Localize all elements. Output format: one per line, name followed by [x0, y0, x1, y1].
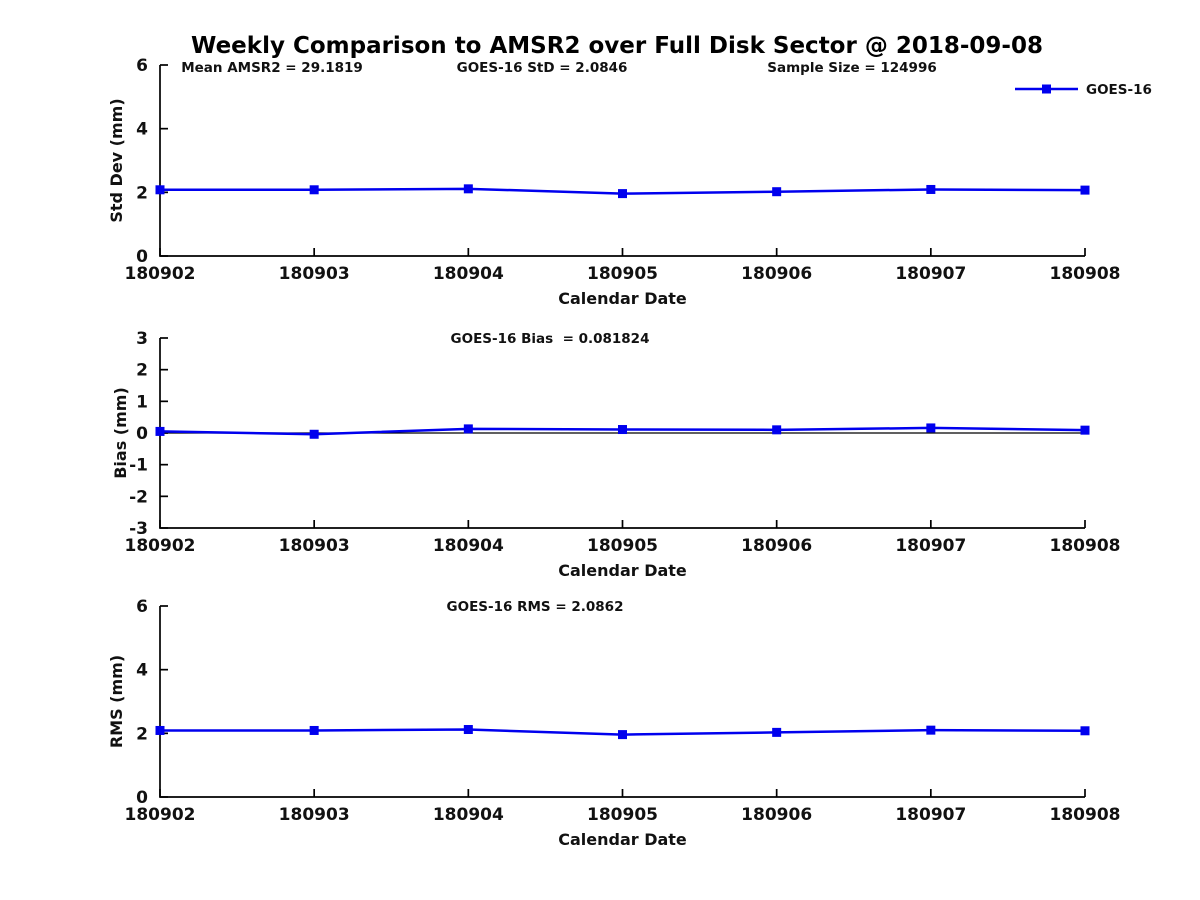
y-tick-label: 2 [136, 724, 148, 744]
data-point-marker [618, 189, 627, 199]
data-point-marker [463, 725, 473, 735]
axes [159, 606, 1085, 798]
x-tick-label: 180904 [433, 536, 504, 556]
data-point-marker [463, 184, 473, 194]
subplots-group: 0 2 4 6 180902 180903 180904 180905 180906 180907… [107, 56, 1152, 849]
y-tick-label: 0 [136, 788, 148, 808]
y-tick-label: 3 [136, 329, 148, 349]
y-tick-label: -2 [129, 487, 148, 507]
data-point-marker [1080, 726, 1090, 736]
x-tick-label: 180906 [741, 536, 812, 556]
data-point-marker [309, 725, 319, 735]
subplot-bias-mm-: -3 -2 -1 0 1 2 3 180902 180903 180904 180905 180906… [111, 329, 1120, 580]
x-tick-label: 180907 [895, 536, 966, 556]
y-tick-label: 2 [136, 183, 148, 203]
data-point-marker [618, 730, 627, 740]
data-point-marker [926, 423, 936, 433]
x-tick-label: 180907 [895, 805, 966, 825]
y-tick-label: 6 [136, 597, 148, 617]
data-point-marker [772, 727, 782, 737]
annotation-text: GOES-16 Bias = 0.081824 [451, 331, 650, 347]
y-axis-label: Bias (mm) [111, 387, 130, 479]
data-point-marker [618, 425, 627, 435]
x-tick-label: 180907 [895, 264, 966, 284]
x-tick-label: 180903 [279, 536, 350, 556]
subplot-std-dev-mm-: 0 2 4 6 180902 180903 180904 180905 180906 180907… [107, 56, 1152, 308]
axes [159, 65, 1085, 257]
x-tick-label: 180904 [433, 264, 504, 284]
y-tick-label: -1 [129, 456, 148, 476]
x-tick-label: 180903 [279, 264, 350, 284]
y-tick-label: 4 [136, 120, 148, 140]
x-tick-label: 180904 [433, 805, 504, 825]
y-axis-label: RMS (mm) [107, 655, 126, 748]
x-tick-label: 180906 [741, 805, 812, 825]
data-point-marker [772, 425, 782, 435]
x-tick-label: 180908 [1050, 264, 1121, 284]
annotation-text: Mean AMSR2 = 29.1819 [181, 60, 363, 76]
x-tick-label: 180905 [587, 536, 658, 556]
x-tick-label: 180903 [279, 805, 350, 825]
annotation-text: Sample Size = 124996 [767, 60, 936, 76]
x-tick-label: 180905 [587, 264, 658, 284]
y-tick-label: 0 [136, 424, 148, 444]
x-tick-label: 180905 [587, 805, 658, 825]
subplot-rms-mm-: 0 2 4 6 180902 180903 180904 180905 180906 180907… [107, 597, 1120, 849]
y-tick-label: 4 [136, 661, 148, 681]
annotation-text: GOES-16 StD = 2.0846 [457, 60, 628, 76]
x-tick-label: 180908 [1050, 536, 1121, 556]
figure-title: Weekly Comparison to AMSR2 over Full Dis… [191, 33, 1043, 59]
y-tick-label: 6 [136, 56, 148, 76]
data-point-marker [155, 426, 165, 436]
data-point-marker [926, 725, 936, 735]
legend: GOES-16 [1015, 82, 1152, 98]
data-point-marker [155, 185, 165, 195]
x-axis-label: Calendar Date [558, 830, 687, 849]
y-tick-label: -3 [129, 519, 148, 539]
data-point-marker [926, 184, 936, 194]
y-axis-label: Std Dev (mm) [107, 98, 126, 222]
x-tick-label: 180902 [125, 536, 196, 556]
y-tick-label: 1 [136, 392, 148, 412]
legend-marker-icon [1042, 84, 1051, 94]
data-point-marker [463, 424, 473, 434]
annotation-text: GOES-16 RMS = 2.0862 [447, 599, 624, 615]
x-tick-label: 180902 [125, 805, 196, 825]
data-point-marker [1080, 425, 1090, 435]
x-tick-label: 180902 [125, 264, 196, 284]
x-axis-label: Calendar Date [558, 561, 687, 580]
y-tick-label: 2 [136, 361, 148, 381]
data-point-marker [309, 429, 319, 439]
data-point-marker [1080, 185, 1090, 195]
data-point-marker [772, 187, 782, 197]
y-tick-label: 0 [136, 247, 148, 267]
x-tick-label: 180908 [1050, 805, 1121, 825]
x-axis-label: Calendar Date [558, 289, 687, 308]
data-point-marker [155, 725, 165, 735]
data-point-marker [309, 185, 319, 195]
legend-label: GOES-16 [1086, 82, 1152, 98]
x-tick-label: 180906 [741, 264, 812, 284]
